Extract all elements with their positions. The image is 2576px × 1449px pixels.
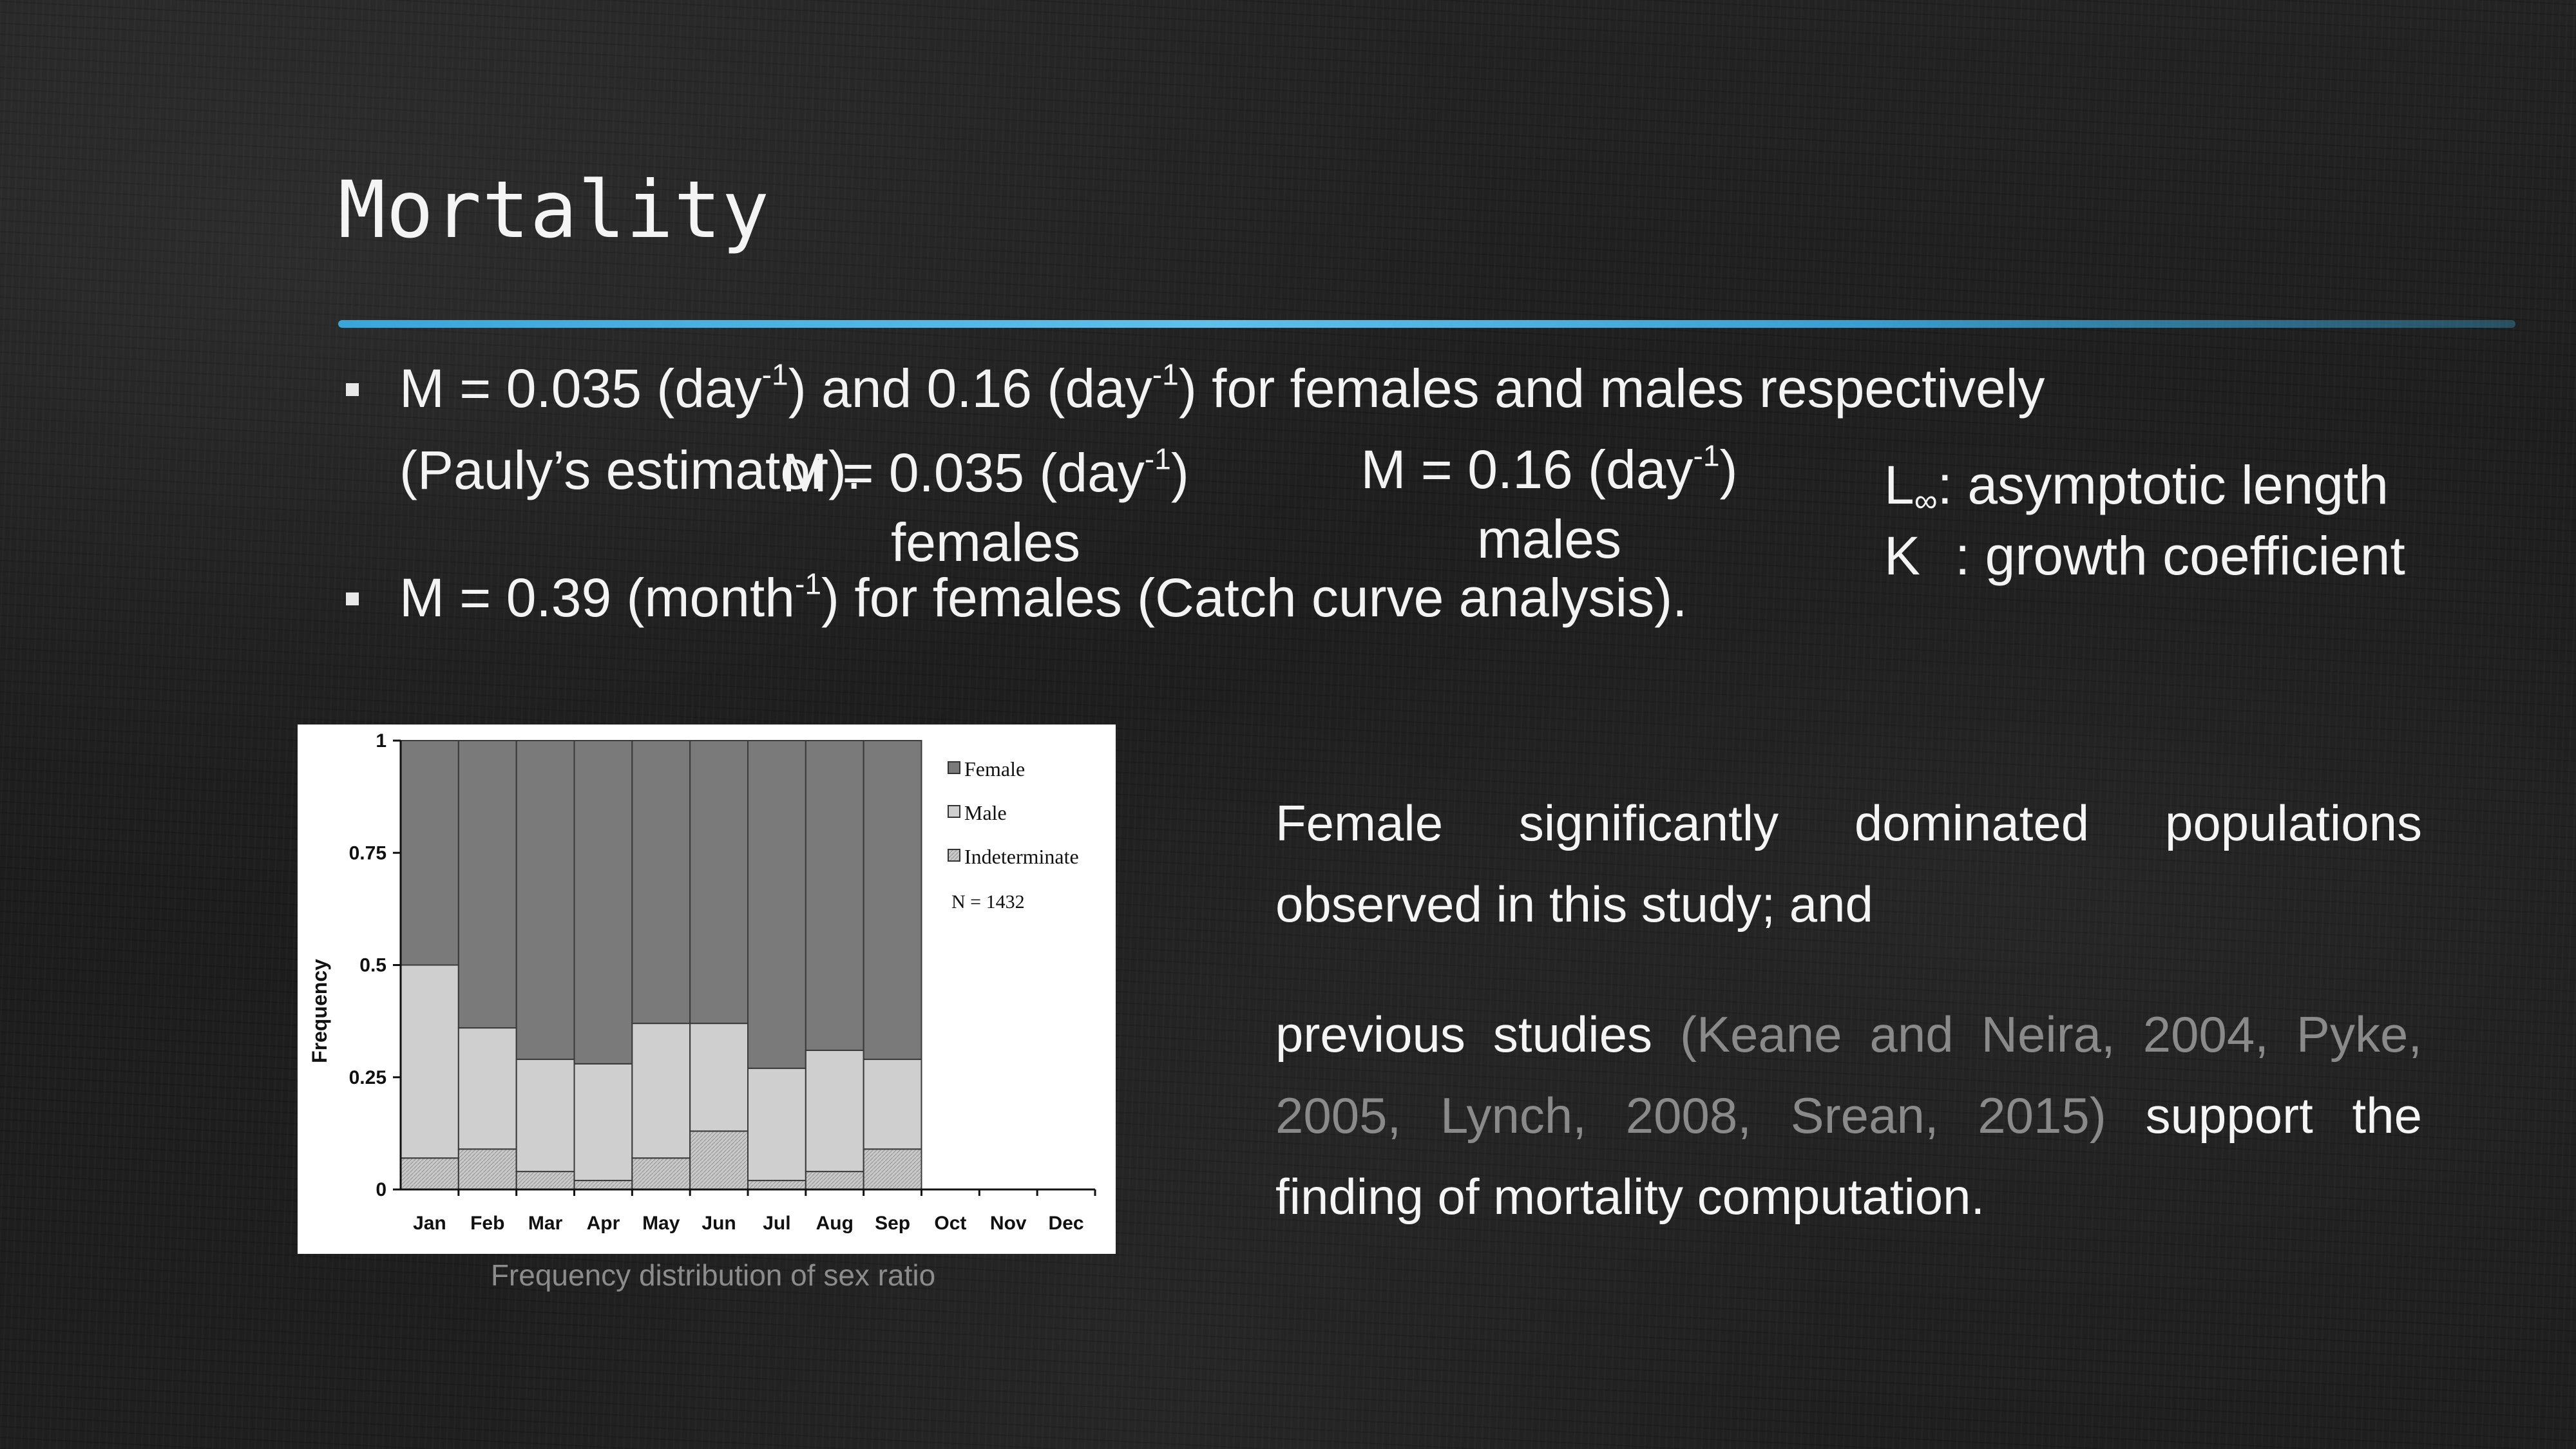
- bar-female-feb: [457, 740, 517, 1029]
- bullet-1-male-rate: ) and 0.16 (day: [788, 358, 1152, 419]
- x-tick-label: Aug: [816, 1213, 854, 1234]
- male-mortality-value: M = 0.16 (day-1): [1314, 435, 1784, 504]
- bullet-2-marker: [346, 592, 359, 605]
- chart-x-ticks: Jan Feb Mar Apr May Jun Jul Aug Sep Oct Nov Dec: [413, 1189, 1096, 1234]
- bullet-1-sup-2: -1: [1152, 357, 1179, 392]
- legend-label-indeterminate: Indeterminate: [964, 845, 1079, 868]
- x-tick-label: Jan: [413, 1213, 446, 1234]
- bar-male-mar: [515, 1058, 575, 1173]
- chart-y-ticks: 0 0.25 0.5 0.75 1: [349, 730, 401, 1200]
- linf-definition: L∞: asymptotic length: [1884, 454, 2389, 520]
- paragraph-2-lead: previous studies: [1275, 1006, 1652, 1063]
- x-tick-label: Sep: [875, 1213, 910, 1234]
- legend-label-female: Female: [964, 757, 1025, 781]
- x-tick-label: Oct: [934, 1213, 966, 1234]
- linf-text: : asymptotic length: [1937, 455, 2389, 515]
- bullet-1-sup-1: -1: [761, 357, 788, 392]
- bar-female-may: [631, 740, 691, 1025]
- bullet-2-sup: -1: [794, 567, 822, 601]
- bar-indeterminate-feb: [457, 1148, 517, 1191]
- x-tick-label: Mar: [528, 1213, 563, 1234]
- paragraph-2-tail: support the finding of mortality computa…: [1275, 1087, 2422, 1225]
- bar-indeterminate-aug: [805, 1171, 864, 1190]
- chart-svg: 0 0.25 0.5 0.75 1 Jan Feb Mar Apr May Jun Jul Aug Se…: [308, 730, 1096, 1234]
- bar-male-aug: [805, 1049, 864, 1173]
- y-tick-label: 0.75: [349, 842, 386, 864]
- x-tick-label: Dec: [1049, 1213, 1084, 1234]
- bar-female-apr: [573, 740, 633, 1065]
- bullet-1-line-2: (Pauly’s estimator).: [399, 440, 862, 500]
- k-text: : growth coefficient: [1955, 526, 2405, 586]
- legend-swatch-male: [948, 805, 960, 818]
- y-tick-label: 0.25: [349, 1067, 386, 1088]
- k-symbol: K: [1884, 526, 1921, 586]
- finding-paragraph-2: previous studies (Keane and Neira, 2004,…: [1275, 994, 2422, 1237]
- bar-indeterminate-jun: [689, 1130, 749, 1191]
- bar-indeterminate-mar: [515, 1171, 575, 1190]
- legend-swatch-indeterminate: [948, 849, 960, 862]
- finding-paragraph-1: Female significantly dominated populatio…: [1275, 795, 2422, 933]
- bullet-1-female-rate: M = 0.035 (day: [399, 358, 762, 419]
- legend-swatch-female: [948, 761, 960, 774]
- chart-bars: [400, 740, 922, 1191]
- female-mortality-close: ): [1170, 442, 1189, 503]
- slide-title: Mortality: [338, 164, 770, 256]
- bar-male-jan: [400, 964, 459, 1159]
- x-tick-label: Apr: [587, 1213, 620, 1234]
- y-tick-label: 0.5: [359, 955, 386, 976]
- bullet-2: M = 0.39 (month-1) for females (Catch cu…: [399, 567, 1687, 629]
- x-tick-label: Nov: [990, 1213, 1027, 1234]
- bar-male-may: [631, 1023, 691, 1159]
- y-tick-label: 0: [376, 1179, 386, 1200]
- female-mortality-sup: -1: [1144, 442, 1171, 476]
- y-tick-label: 1: [376, 730, 386, 752]
- male-label: males: [1476, 509, 1622, 569]
- female-mortality-label: M = 0.035 (day-1) females: [747, 438, 1224, 577]
- male-mortality-sup: -1: [1693, 439, 1720, 473]
- bullet-2-text: M = 0.39 (month: [399, 567, 795, 628]
- bar-male-feb: [457, 1027, 517, 1150]
- bar-indeterminate-jan: [400, 1157, 459, 1191]
- x-tick-label: Jul: [763, 1213, 790, 1234]
- paragraph-2-citation: (Keane and Neira, 2004, Pyke, 2005, Lync…: [1275, 1006, 2422, 1144]
- bullet-1-suffix: ) for females and males respectively: [1178, 358, 2045, 419]
- male-mortality-close: ): [1719, 439, 1738, 500]
- bullet-1-marker: [346, 383, 359, 396]
- male-mortality-label: M = 0.16 (day-1) males: [1314, 435, 1784, 574]
- female-mortality-value-text: M = 0.035 (day: [782, 442, 1145, 503]
- x-tick-label: Jun: [701, 1213, 736, 1234]
- bar-female-mar: [515, 740, 575, 1060]
- chart-y-axis-label: Frequency: [308, 959, 331, 1063]
- title-underline: [338, 320, 2515, 328]
- bar-male-sep: [863, 1058, 922, 1150]
- female-label: females: [890, 512, 1081, 573]
- bullet-2-suffix: ) for females (Catch curve analysis).: [821, 567, 1688, 628]
- linf-symbol: L: [1884, 455, 1914, 515]
- k-definition: K : growth coefficient: [1884, 525, 2405, 587]
- chart-legend: Female Male Indeterminate: [948, 757, 1079, 868]
- bar-female-jan: [400, 740, 459, 966]
- bar-indeterminate-apr: [573, 1180, 633, 1190]
- bar-female-sep: [863, 740, 922, 1060]
- x-tick-label: Feb: [470, 1213, 504, 1234]
- bar-female-aug: [805, 740, 864, 1051]
- linf-subscript: ∞: [1914, 482, 1938, 519]
- legend-label-male: Male: [964, 801, 1007, 824]
- sex-ratio-chart: 0 0.25 0.5 0.75 1 Jan Feb Mar Apr May Jun Jul Aug Se…: [298, 724, 1116, 1254]
- chart-caption: Frequency distribution of sex ratio: [490, 1258, 936, 1292]
- bar-indeterminate-sep: [863, 1148, 922, 1191]
- chart-sample-size: N = 1432: [951, 891, 1025, 913]
- male-mortality-value-text: M = 0.16 (day: [1360, 439, 1693, 500]
- bar-male-jun: [689, 1023, 749, 1132]
- x-tick-label: May: [642, 1213, 680, 1234]
- bar-female-jun: [689, 740, 749, 1025]
- bar-male-jul: [747, 1067, 806, 1182]
- female-mortality-value: M = 0.035 (day-1): [747, 438, 1224, 507]
- bar-indeterminate-may: [631, 1157, 691, 1191]
- bar-indeterminate-jul: [747, 1180, 806, 1190]
- bar-female-jul: [747, 740, 806, 1069]
- bar-male-apr: [573, 1063, 633, 1182]
- bullet-1-line-1: M = 0.035 (day-1) and 0.16 (day-1) for f…: [399, 357, 2045, 420]
